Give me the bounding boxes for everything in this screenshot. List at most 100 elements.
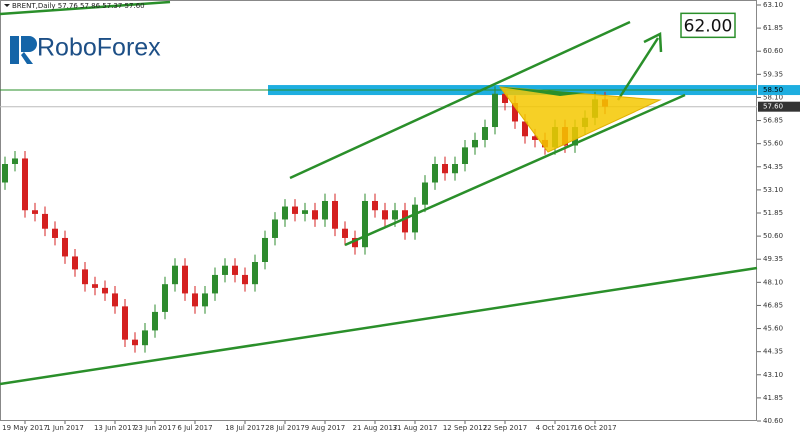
candle-body [392,210,398,220]
logo-icon [21,36,37,64]
candle-body [292,206,298,214]
price-label: 57.60 [763,103,783,111]
target-label: 62.00 [684,16,733,36]
plot-frame [0,0,757,421]
candle-body [242,274,248,285]
candle-body [12,158,18,165]
candle-body [42,213,48,229]
y-tick-label: 53.10 [763,186,783,194]
y-tick-label: 60.60 [763,47,783,55]
arrow-head [643,32,663,53]
candle-body [62,237,68,257]
candle-body [112,293,118,307]
analysis-lines [0,0,758,386]
y-tick-label: 41.85 [763,394,783,402]
candle-body [252,261,258,285]
candle-body [162,284,168,312]
level-label: 58.50 [763,86,783,94]
candle-body [72,256,78,270]
candle-body [232,265,238,275]
x-tick-label: 6 Jul 2017 [177,424,212,432]
candle-body [432,164,438,183]
candle-body [502,93,508,103]
chart-title: BRENT,Daily 57.76 57.86 57.37 57.60 [12,2,145,10]
x-tick-label: 13 Jun 2017 [94,424,136,432]
trend-line [0,0,171,16]
candle-body [2,164,8,183]
candle-body [532,136,538,140]
candle-body [202,293,208,307]
candles [2,86,608,353]
candle-body [472,139,478,148]
candle-body [522,121,528,137]
y-tick-label: 50.60 [763,232,783,240]
candle-body [302,210,308,214]
candle-body [152,311,158,331]
y-tick-label: 61.85 [763,24,783,32]
channel-lower [344,93,686,247]
candle-body [422,182,428,205]
x-tick-label: 12 Sep 2017 [443,424,487,432]
y-tick-label: 55.60 [763,140,783,148]
logo-icon [10,36,19,64]
x-tick-label: 23 Jun 2017 [134,424,176,432]
y-tick-label: 44.35 [763,348,783,356]
candle-body [512,102,518,122]
candle-body [402,210,408,233]
x-tick-label: 19 May 2017 [2,424,48,432]
candle-body [442,164,448,174]
candle-body [192,293,198,307]
y-tick-label: 40.60 [763,417,783,425]
channel-upper [289,20,631,180]
candle-body [322,200,328,220]
candle-body [482,127,488,140]
triangle-edge [500,87,585,96]
candle-body [342,228,348,238]
y-tick-label: 56.85 [763,117,783,125]
y-tick-label: 58.10 [763,93,783,101]
y-tick-label: 54.35 [763,163,783,171]
candle-body [182,265,188,294]
y-tick-label: 48.10 [763,278,783,286]
candle-body [462,147,468,165]
target-box [680,12,736,39]
level-label-box [758,85,800,96]
candle-body [22,158,28,211]
logo: RoboForex [10,34,161,64]
long-trend-line [0,266,758,386]
y-tick-label: 43.10 [763,371,783,379]
y-tick-label: 46.85 [763,301,783,309]
candle-body [332,200,338,229]
candle-body [452,164,458,174]
x-tick-label: 1 Jun 2017 [46,424,84,432]
candle-body [82,269,88,285]
candle-body [412,204,418,233]
candle-body [102,287,108,294]
candle-body [372,200,378,211]
candle-body [282,206,288,220]
arrow-shaft [616,37,660,101]
candle-body [212,274,218,294]
y-tick-label: 63.10 [763,1,783,9]
candle-body [222,265,228,275]
candle-body [132,339,138,346]
y-tick-label: 45.60 [763,325,783,333]
x-tick-label: 16 Oct 2017 [573,424,616,432]
candle-body [492,93,498,128]
x-tick-label: 28 Jul 2017 [265,424,305,432]
candle-body [382,210,388,220]
y-tick-label: 49.35 [763,255,783,263]
candle-body [272,219,278,238]
price-label-box [758,101,800,112]
candle-body [312,210,318,220]
y-tick-label: 51.85 [763,209,783,217]
candle-body [262,237,268,262]
candle-body [362,200,368,248]
candle-body [142,330,148,346]
candle-body [172,265,178,285]
y-tick-label: 59.35 [763,70,783,78]
candle-body [52,228,58,238]
